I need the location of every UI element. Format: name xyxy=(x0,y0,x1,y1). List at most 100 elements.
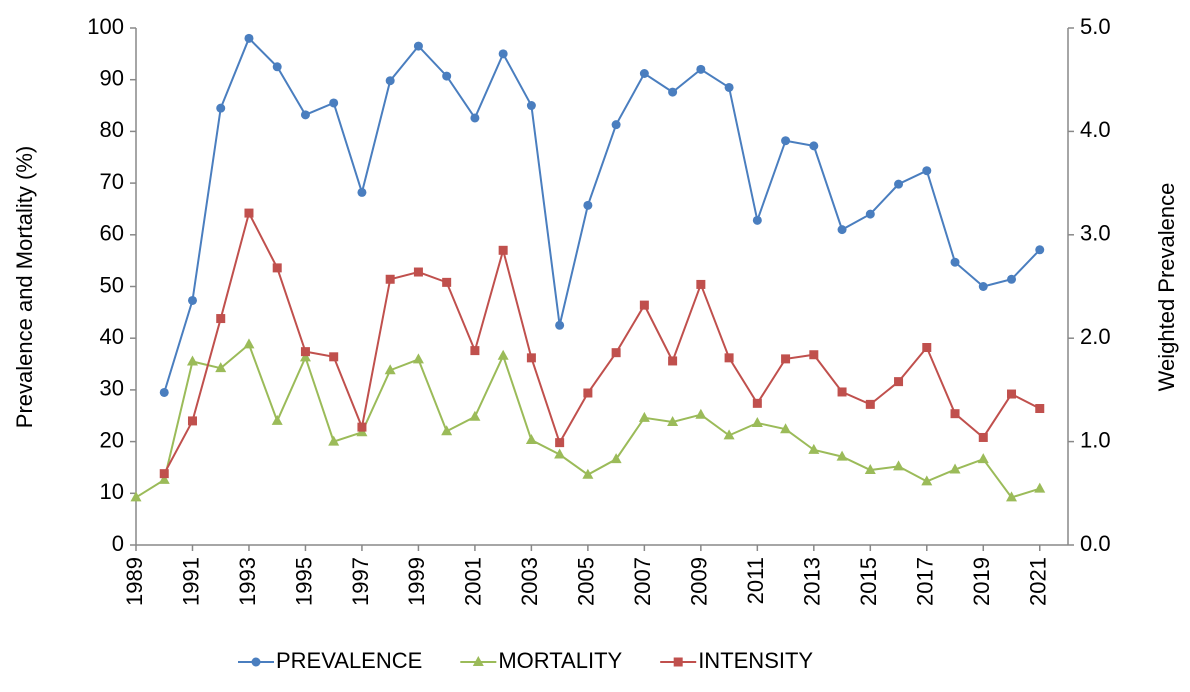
legend-marker xyxy=(472,656,484,666)
data-point xyxy=(300,347,310,357)
data-point xyxy=(271,414,283,425)
data-point xyxy=(837,387,847,397)
data-point xyxy=(1006,491,1018,502)
legend-marker xyxy=(251,657,261,667)
data-point xyxy=(158,473,170,484)
x-tick-label: 2009 xyxy=(687,557,712,606)
data-point xyxy=(780,423,792,434)
x-tick-label: 2003 xyxy=(517,557,542,606)
data-point xyxy=(469,410,481,421)
data-point xyxy=(498,245,508,255)
y2-axis-label: Weighted Prevalence xyxy=(1154,183,1179,392)
y2-tick-label: 5.0 xyxy=(1080,14,1111,39)
data-point xyxy=(413,41,423,51)
x-tick-label: 2017 xyxy=(913,557,938,606)
data-point xyxy=(216,103,226,113)
data-point xyxy=(978,282,988,291)
data-point xyxy=(695,408,707,419)
legend-label: MORTALITY xyxy=(498,648,622,673)
y-tick-label: 100 xyxy=(87,14,124,39)
data-point xyxy=(865,399,875,409)
y-tick-label: 20 xyxy=(100,427,124,452)
x-tick-label: 1991 xyxy=(178,557,203,606)
data-point xyxy=(922,343,932,353)
data-point xyxy=(244,208,254,218)
data-point xyxy=(809,350,819,360)
data-point xyxy=(243,338,255,349)
x-tick-label: 2011 xyxy=(743,557,768,604)
data-point xyxy=(582,468,594,479)
data-point xyxy=(413,267,423,277)
y2-tick-label: 2.0 xyxy=(1080,324,1111,349)
data-point xyxy=(921,475,933,486)
data-point xyxy=(1007,274,1017,284)
series-line xyxy=(163,36,1041,393)
y-tick-label: 60 xyxy=(100,221,124,246)
y2-tick-label: 0.0 xyxy=(1080,531,1111,556)
data-point xyxy=(865,209,875,219)
data-point xyxy=(216,314,226,324)
data-point xyxy=(781,136,791,146)
x-tick-label: 1999 xyxy=(404,557,429,606)
data-point xyxy=(781,354,791,364)
legend-label: INTENSITY xyxy=(698,648,813,673)
data-point xyxy=(272,62,282,72)
data-point xyxy=(384,364,396,375)
x-tick-label: 2021 xyxy=(1026,557,1051,606)
data-point xyxy=(639,68,649,78)
x-tick-label: 2015 xyxy=(856,557,881,606)
legend-label: PREVALENCE xyxy=(276,648,422,673)
x-tick-label: 2019 xyxy=(969,557,994,606)
data-point xyxy=(836,450,848,461)
data-point xyxy=(723,429,735,440)
data-point xyxy=(470,113,480,123)
x-tick-label: 2005 xyxy=(574,557,599,606)
data-point xyxy=(668,87,678,97)
data-point xyxy=(299,351,311,362)
x-tick-label: 2007 xyxy=(630,557,655,606)
data-point xyxy=(667,415,679,426)
data-point xyxy=(696,64,706,74)
x-tick-label: 2001 xyxy=(461,557,486,606)
data-point xyxy=(977,453,989,464)
data-point xyxy=(950,257,960,267)
data-point xyxy=(385,274,395,284)
data-point xyxy=(300,110,310,120)
data-point xyxy=(950,409,960,419)
y-tick-label: 40 xyxy=(100,324,124,349)
data-point xyxy=(526,353,536,363)
data-point xyxy=(639,300,649,310)
y-tick-label: 50 xyxy=(100,272,124,297)
y-tick-label: 30 xyxy=(100,376,124,401)
x-tick-label: 1993 xyxy=(235,557,260,606)
data-point xyxy=(329,98,339,108)
data-point xyxy=(554,448,566,459)
series-line xyxy=(163,210,1041,475)
data-point xyxy=(696,279,706,289)
data-point xyxy=(159,387,169,397)
y2-tick-label: 3.0 xyxy=(1080,221,1111,246)
data-point xyxy=(187,416,197,426)
legend-marker xyxy=(673,657,683,667)
data-point xyxy=(385,76,395,86)
data-point xyxy=(752,398,762,408)
y-tick-label: 70 xyxy=(100,169,124,194)
data-point xyxy=(837,225,847,235)
data-point xyxy=(215,362,227,373)
data-point xyxy=(442,277,452,287)
data-point xyxy=(864,464,876,475)
data-point xyxy=(497,349,509,360)
data-point xyxy=(329,352,339,362)
x-tick-label: 2013 xyxy=(800,557,825,606)
data-point xyxy=(724,353,734,363)
y2-tick-label: 4.0 xyxy=(1080,117,1111,142)
data-point xyxy=(412,353,424,364)
data-point xyxy=(949,463,961,474)
x-tick-label: 1989 xyxy=(122,557,147,606)
data-point xyxy=(441,425,453,436)
data-point xyxy=(922,166,932,176)
y2-tick-label: 1.0 xyxy=(1080,427,1111,452)
x-tick-label: 1995 xyxy=(291,557,316,606)
